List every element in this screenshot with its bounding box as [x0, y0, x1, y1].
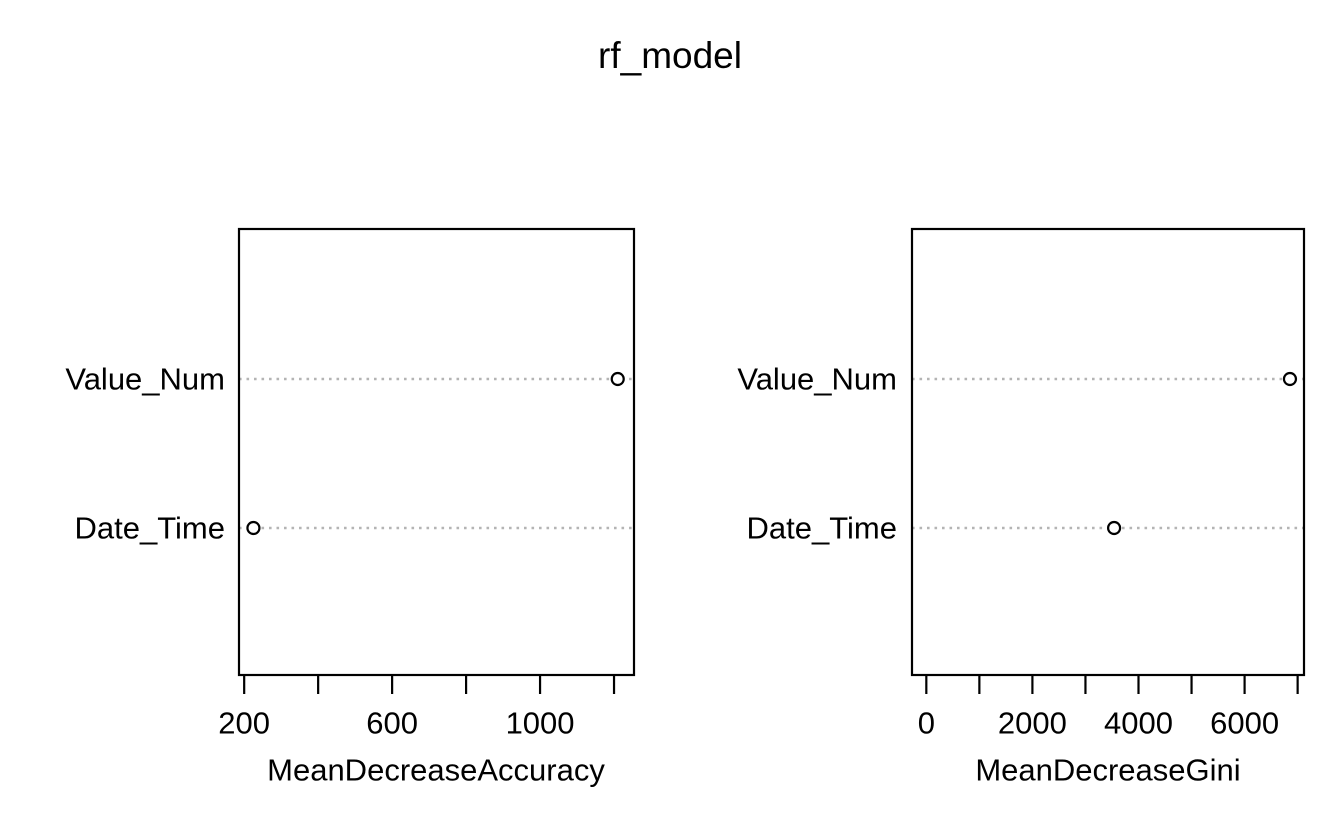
plot-box	[910, 227, 1306, 677]
accuracy-category-label-value-num: Value_Num	[65, 362, 225, 397]
x-tick-label-1000: 1000	[506, 706, 575, 741]
gini-panel: 0 2000 4000 6000 Value_Num Date_Time MeanDe…	[737, 227, 1306, 788]
accuracy-x-axis-label: MeanDecreaseAccuracy	[267, 753, 605, 788]
data-point-value_num	[610, 371, 625, 387]
gini-x-axis-label: MeanDecreaseGini	[975, 753, 1240, 788]
gini-category-label-value-num: Value_Num	[737, 362, 897, 397]
data-point-date_time	[1107, 520, 1122, 536]
x-tick-label-600: 600	[366, 706, 418, 741]
x-tick-label-200: 200	[218, 706, 270, 741]
x-tick-label-2000: 2000	[998, 706, 1067, 741]
chart-title: rf_model	[598, 35, 742, 76]
plot-box	[237, 227, 636, 677]
data-point-value_num	[1282, 371, 1298, 387]
accuracy-panel: 200 600 1000 Value_Num Date_Time MeanDecre…	[65, 227, 636, 788]
gini-panel-plot: 0 2000 4000 6000	[910, 227, 1306, 741]
gini-category-label-date-time: Date_Time	[747, 511, 897, 546]
x-tick-label-6000: 6000	[1210, 706, 1279, 741]
accuracy-panel-plot: 200 600 1000	[218, 227, 636, 741]
data-point-date_time	[246, 520, 261, 536]
x-tick-label-0: 0	[918, 706, 935, 741]
x-tick-label-4000: 4000	[1104, 706, 1173, 741]
accuracy-category-label-date-time: Date_Time	[75, 511, 225, 546]
